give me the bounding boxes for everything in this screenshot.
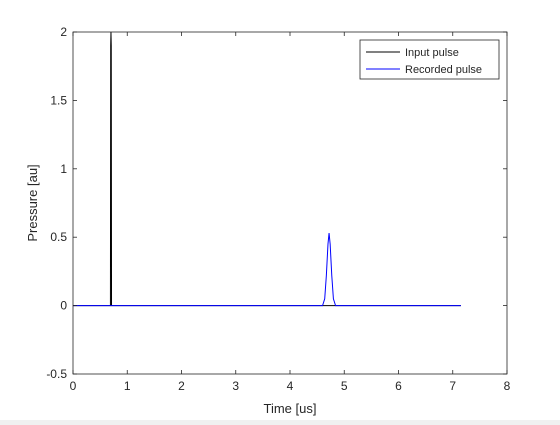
x-tick-label: 3 bbox=[232, 379, 239, 393]
legend-box bbox=[359, 39, 500, 80]
y-tick-label: 1.5 bbox=[50, 93, 67, 107]
series-line-recorded-pulse bbox=[73, 233, 461, 307]
x-tick-label: 0 bbox=[70, 379, 77, 393]
y-tick-label: -0.5 bbox=[46, 367, 67, 381]
y-axis-label: Pressure [au] bbox=[25, 164, 40, 241]
legend-label-recorded-pulse: Recorded pulse bbox=[405, 64, 482, 76]
y-tick-label: 0.5 bbox=[50, 230, 67, 244]
x-tick-label: 5 bbox=[341, 379, 348, 393]
x-ticks: 0 1 2 3 4 5 6 7 8 bbox=[70, 32, 511, 393]
y-tick-label: 2 bbox=[60, 25, 67, 39]
x-tick-label: 1 bbox=[124, 379, 131, 393]
x-tick-label: 8 bbox=[504, 379, 511, 393]
x-tick-label: 7 bbox=[449, 379, 456, 393]
x-tick-label: 2 bbox=[178, 379, 185, 393]
y-tick-label: 0 bbox=[60, 299, 67, 313]
legend-label-input-pulse: Input pulse bbox=[405, 47, 459, 59]
y-tick-label: 1 bbox=[60, 162, 67, 176]
legend: Input pulse Recorded pulse bbox=[359, 39, 500, 80]
y-ticks: -0.5 0 0.5 1 1.5 2 bbox=[46, 25, 507, 381]
x-tick-label: 6 bbox=[395, 379, 402, 393]
x-tick-label: 4 bbox=[287, 379, 294, 393]
plot-area bbox=[73, 32, 507, 374]
x-axis-label: Time [us] bbox=[264, 401, 317, 416]
